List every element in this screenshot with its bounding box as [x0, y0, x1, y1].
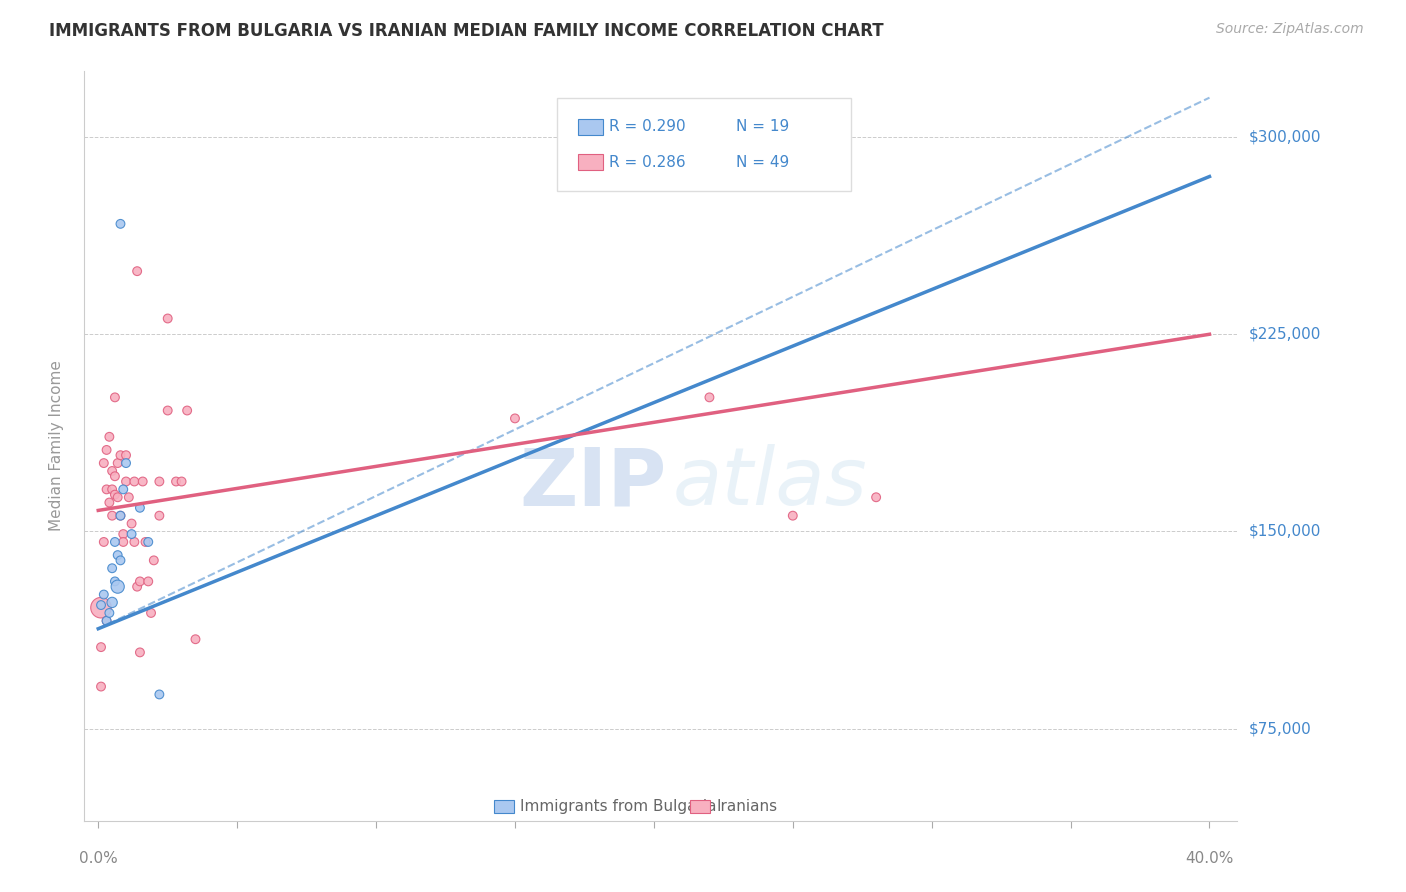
Point — [136, 574, 159, 589]
Point — [139, 606, 162, 620]
Point — [90, 640, 112, 654]
Point — [110, 508, 132, 523]
Text: IMMIGRANTS FROM BULGARIA VS IRANIAN MEDIAN FAMILY INCOME CORRELATION CHART: IMMIGRANTS FROM BULGARIA VS IRANIAN MEDI… — [49, 22, 884, 40]
Text: $300,000: $300,000 — [1249, 129, 1320, 145]
Text: 0.0%: 0.0% — [79, 851, 118, 866]
FancyBboxPatch shape — [557, 97, 851, 191]
Bar — [690, 799, 710, 814]
Point — [115, 448, 138, 462]
Point — [156, 403, 179, 417]
Point — [129, 645, 152, 659]
Text: N = 49: N = 49 — [735, 154, 789, 169]
Text: atlas: atlas — [672, 444, 868, 523]
Point — [129, 500, 152, 515]
Point — [148, 508, 170, 523]
Point — [110, 508, 132, 523]
Point — [134, 535, 156, 549]
Point — [121, 516, 143, 531]
Point — [96, 483, 118, 497]
Point — [107, 548, 129, 562]
Point — [110, 217, 132, 231]
Point — [124, 475, 146, 489]
Point — [129, 574, 152, 589]
Point — [110, 553, 132, 567]
Text: N = 19: N = 19 — [735, 120, 789, 135]
Point — [101, 595, 124, 609]
Text: $150,000: $150,000 — [1249, 524, 1320, 539]
Text: ZIP: ZIP — [519, 444, 666, 523]
Text: R = 0.290: R = 0.290 — [609, 120, 686, 135]
Point — [865, 490, 887, 504]
Point — [131, 475, 153, 489]
Point — [96, 614, 118, 628]
Text: Iranians: Iranians — [716, 799, 778, 814]
Point — [90, 680, 112, 694]
Point — [101, 464, 124, 478]
Point — [115, 456, 138, 470]
Point — [90, 600, 112, 615]
Text: R = 0.286: R = 0.286 — [609, 154, 686, 169]
Bar — [494, 799, 515, 814]
Point — [93, 535, 115, 549]
Point — [96, 614, 118, 628]
Point — [112, 527, 135, 541]
Point — [124, 535, 146, 549]
Point — [93, 588, 115, 602]
Point — [165, 475, 187, 489]
Point — [104, 469, 127, 483]
Point — [156, 311, 179, 326]
Point — [90, 598, 112, 612]
Point — [96, 442, 118, 457]
Bar — [578, 119, 603, 135]
Point — [782, 508, 804, 523]
Point — [104, 488, 127, 502]
Point — [112, 483, 135, 497]
Text: $75,000: $75,000 — [1249, 721, 1312, 736]
Point — [93, 456, 115, 470]
Text: Immigrants from Bulgaria: Immigrants from Bulgaria — [520, 799, 717, 814]
Point — [699, 390, 721, 404]
Point — [148, 688, 170, 702]
Point — [98, 495, 121, 509]
Text: 40.0%: 40.0% — [1185, 851, 1233, 866]
Text: $225,000: $225,000 — [1249, 326, 1320, 342]
Point — [104, 574, 127, 589]
Point — [115, 475, 138, 489]
Point — [101, 508, 124, 523]
Point — [101, 561, 124, 575]
Point — [142, 553, 165, 567]
Point — [107, 456, 129, 470]
Point — [136, 535, 159, 549]
Point — [110, 448, 132, 462]
Point — [107, 490, 129, 504]
Point — [118, 490, 141, 504]
Point — [170, 475, 193, 489]
Bar — [578, 153, 603, 170]
Point — [184, 632, 207, 647]
Point — [148, 475, 170, 489]
Point — [127, 264, 149, 278]
Point — [98, 430, 121, 444]
Point — [176, 403, 198, 417]
Point — [98, 606, 121, 620]
Point — [112, 535, 135, 549]
Point — [503, 411, 526, 425]
Y-axis label: Median Family Income: Median Family Income — [49, 360, 63, 532]
Point — [104, 390, 127, 404]
Point — [127, 580, 149, 594]
Point — [101, 483, 124, 497]
Point — [121, 527, 143, 541]
Text: Source: ZipAtlas.com: Source: ZipAtlas.com — [1216, 22, 1364, 37]
Point — [104, 535, 127, 549]
Point — [107, 580, 129, 594]
